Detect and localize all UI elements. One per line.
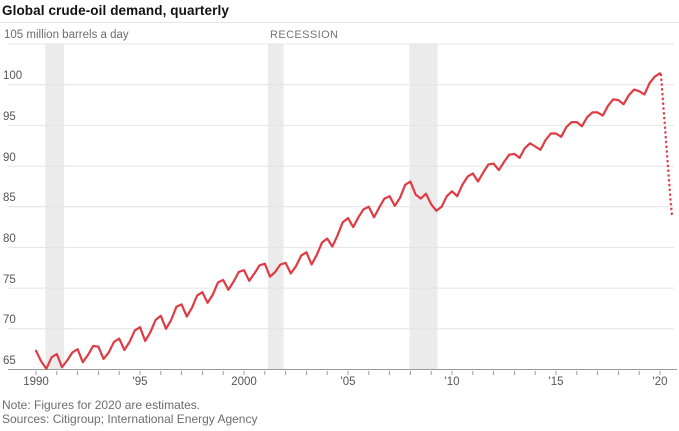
y-axis-label: 90 xyxy=(3,151,16,164)
y-axis-label: 85 xyxy=(3,192,16,205)
x-axis-label: '15 xyxy=(548,376,564,388)
recession-legend-label: RECESSION xyxy=(270,29,339,41)
y-axis-label: 70 xyxy=(3,314,16,327)
x-axis-label: '20 xyxy=(652,376,668,388)
y-axis-label: 100 xyxy=(3,70,23,83)
y-axis-label: 65 xyxy=(3,355,16,367)
x-axis-label: 2000 xyxy=(231,376,257,388)
footer-note: Note: Figures for 2020 are estimates. xyxy=(2,398,201,412)
chart-title: Global crude-oil demand, quarterly xyxy=(2,3,229,18)
x-axis-label: '10 xyxy=(444,376,460,388)
estimate-dotted-line xyxy=(659,73,674,217)
x-axis-label: '95 xyxy=(132,376,148,388)
x-axis-label: '05 xyxy=(340,376,356,388)
footer-sources: Sources: Citigroup; International Energy… xyxy=(2,412,258,426)
title-divider xyxy=(0,22,679,23)
x-axis-label: 1990 xyxy=(23,376,49,388)
y-axis-label: 75 xyxy=(3,273,16,286)
y-axis-label: 80 xyxy=(3,232,16,245)
y-axis-label: 95 xyxy=(3,110,16,123)
demand-line xyxy=(34,72,662,370)
y-axis-unit-label: 105 million barrels a day xyxy=(4,29,129,41)
